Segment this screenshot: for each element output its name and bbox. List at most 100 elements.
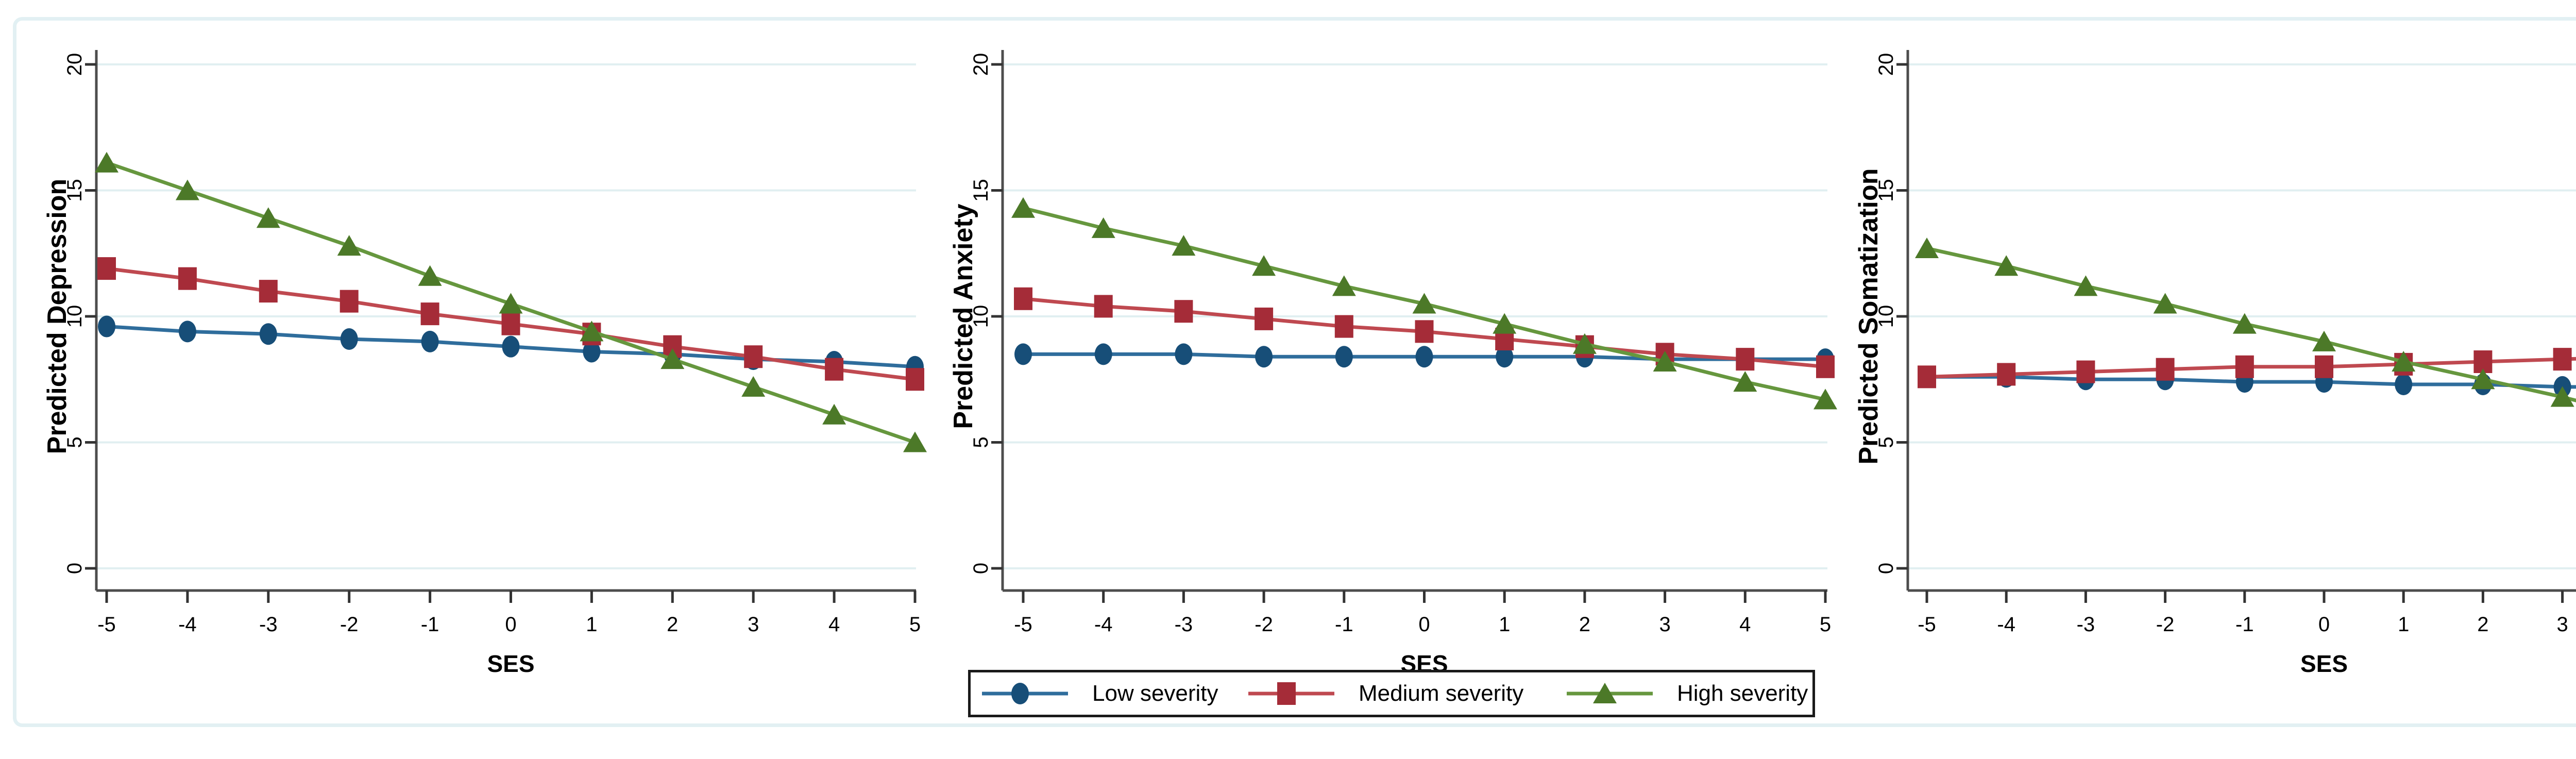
- x-tick-label: 4: [1739, 613, 1751, 636]
- x-tick-label: -3: [2077, 613, 2095, 636]
- marker-square: [1415, 320, 1434, 343]
- marker-triangle: [1493, 313, 1517, 334]
- marker-circle: [98, 315, 115, 338]
- marker-triangle: [1733, 371, 1757, 392]
- x-tick-label: -5: [97, 613, 116, 636]
- x-tick-label: -1: [1335, 613, 1353, 636]
- y-axis-title: Predicted Anxiety: [948, 204, 978, 429]
- y-tick-label: 15: [1875, 179, 1897, 202]
- marker-triangle: [95, 151, 118, 173]
- marker-triangle: [499, 293, 523, 314]
- marker-triangle: [1252, 255, 1276, 276]
- legend-marker-circle: [1011, 683, 1029, 704]
- marker-triangle: [1091, 217, 1115, 238]
- y-tick-label: 15: [63, 179, 86, 202]
- x-tick-label: 0: [505, 613, 516, 636]
- y-tick-label: 20: [63, 53, 86, 76]
- marker-square: [2235, 355, 2254, 378]
- x-tick-label: 0: [1418, 613, 1430, 636]
- x-tick-label: 0: [2318, 613, 2330, 636]
- x-tick-label: -3: [1175, 613, 1193, 636]
- marker-square: [2156, 358, 2175, 381]
- marker-triangle: [2232, 313, 2257, 334]
- marker-square: [1997, 363, 2016, 386]
- x-tick-label: -4: [178, 613, 197, 636]
- x-tick-label: -1: [421, 613, 439, 636]
- marker-square: [178, 267, 197, 290]
- x-tick-label: -2: [1255, 613, 1273, 636]
- legend-entry-medium-severity: Medium severity: [1248, 672, 1523, 715]
- marker-circle: [583, 341, 601, 363]
- marker-square: [1174, 300, 1193, 323]
- x-tick-label: -2: [340, 613, 359, 636]
- x-tick-label: 3: [2556, 613, 2568, 636]
- marker-square: [1736, 348, 1755, 371]
- x-tick-label: -2: [2156, 613, 2175, 636]
- x-tick-label: 1: [1499, 613, 1510, 636]
- y-tick-label: 0: [970, 563, 992, 574]
- x-tick-label: 2: [2477, 613, 2488, 636]
- marker-square: [2553, 348, 2572, 371]
- x-tick-label: 1: [2398, 613, 2409, 636]
- marker-square: [420, 302, 439, 326]
- marker-square: [340, 290, 359, 313]
- series-high-severity: [1915, 237, 2576, 407]
- legend-sample-triangle: [1567, 683, 1653, 703]
- marker-square: [906, 368, 924, 391]
- y-tick-label: 10: [970, 305, 992, 328]
- marker-square: [501, 312, 520, 335]
- marker-square: [1334, 315, 1353, 338]
- marker-square: [97, 257, 116, 280]
- x-tick-label: -5: [1014, 613, 1032, 636]
- marker-triangle: [580, 321, 604, 342]
- marker-square: [1816, 355, 1835, 378]
- marker-triangle: [2312, 330, 2336, 351]
- y-tick-label: 10: [1875, 305, 1897, 328]
- legend-marker-triangle: [1593, 683, 1617, 703]
- x-tick-label: -4: [1997, 613, 2015, 636]
- marker-triangle: [2550, 386, 2574, 407]
- marker-circle: [1496, 346, 1514, 368]
- legend-entry-high-severity: High severity: [1567, 672, 1808, 715]
- legend-sample-circle: [982, 683, 1068, 704]
- x-tick-label: -3: [259, 613, 278, 636]
- legend-sample-square: [1248, 682, 1334, 705]
- x-tick-label: 2: [667, 613, 678, 636]
- chart-predicted-depression: 0 5 10 15 20 -5 -4 -3 -2 -1 0 1 2 3 4 5 SES Predicted Dep…: [42, 50, 927, 677]
- legend-label: Medium severity: [1359, 681, 1524, 706]
- marker-triangle: [2153, 293, 2177, 314]
- x-axis-title: SES: [487, 650, 534, 677]
- marker-triangle: [1011, 197, 1035, 218]
- marker-square: [259, 280, 278, 303]
- marker-triangle: [418, 265, 442, 286]
- marker-circle: [421, 330, 439, 352]
- y-tick-label: 5: [1875, 436, 1897, 448]
- x-tick-label: 5: [909, 613, 921, 636]
- marker-square: [1918, 365, 1936, 389]
- marker-circle: [502, 335, 520, 358]
- y-tick-label: 0: [1875, 563, 1897, 574]
- series-high-severity: [95, 151, 927, 452]
- marker-square: [1094, 295, 1113, 318]
- series-medium-severity: [97, 257, 924, 391]
- marker-triangle: [1994, 255, 2019, 276]
- x-tick-label: 5: [1820, 613, 1831, 636]
- y-tick-label: 15: [970, 179, 992, 202]
- marker-circle: [1094, 343, 1112, 365]
- marker-circle: [1014, 343, 1032, 365]
- marker-triangle: [337, 235, 361, 256]
- x-tick-label: 3: [1659, 613, 1670, 636]
- marker-triangle: [2392, 351, 2416, 372]
- y-tick-label: 20: [1875, 53, 1897, 76]
- marker-square: [2315, 355, 2333, 378]
- marker-triangle: [822, 403, 846, 425]
- y-axis-title: Predicted Depression: [42, 179, 72, 454]
- y-tick-label: 5: [970, 436, 992, 448]
- marker-circle: [178, 321, 196, 343]
- marker-triangle: [741, 376, 766, 397]
- marker-triangle: [1172, 235, 1196, 256]
- marker-circle: [340, 328, 358, 350]
